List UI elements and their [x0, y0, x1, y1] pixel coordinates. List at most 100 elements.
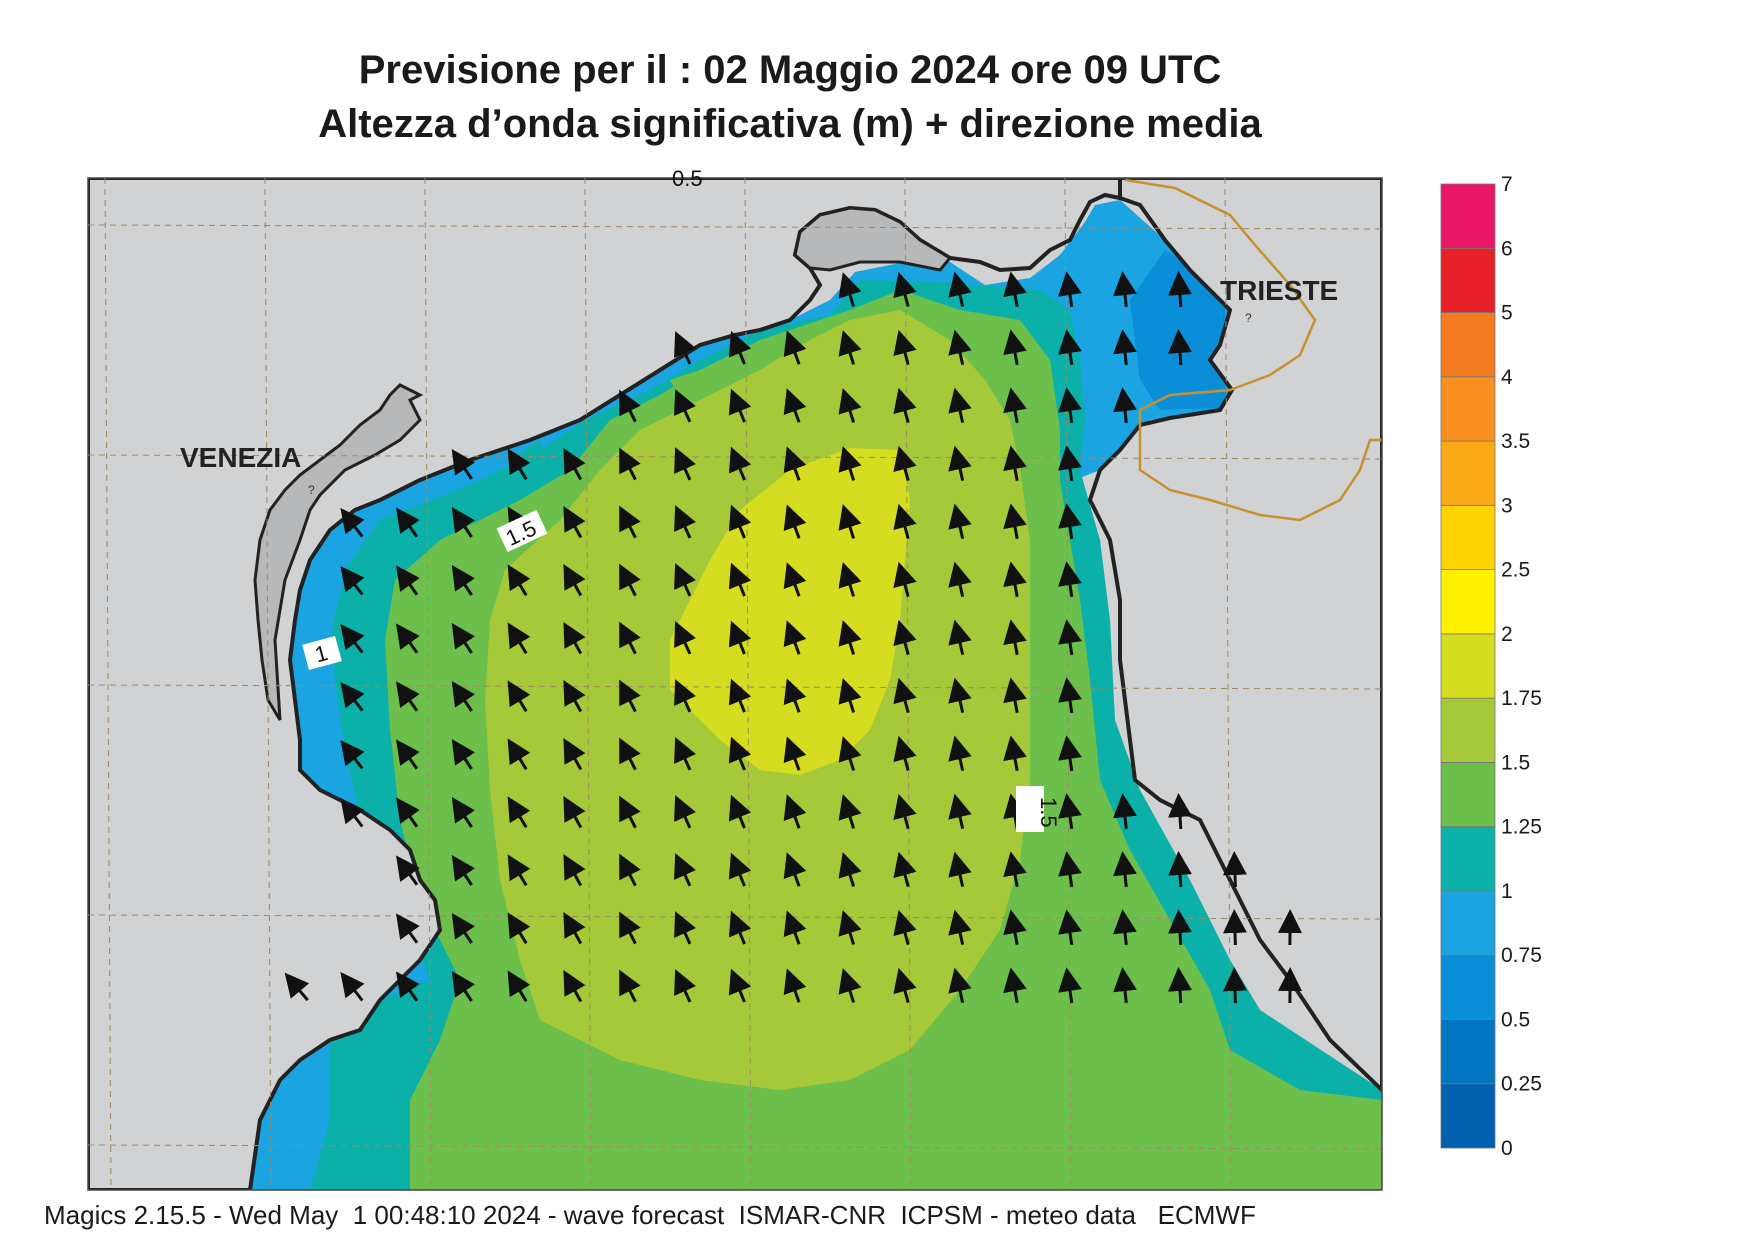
wave-arrow: [563, 621, 586, 655]
wave-arrow: [783, 736, 807, 771]
wave-arrow: [451, 448, 476, 480]
wave-arrow: [838, 504, 862, 539]
wave-arrow: [948, 561, 972, 598]
wave-arrow: [451, 970, 476, 1002]
wave-arrow: [838, 736, 862, 771]
legend-level-label: 0: [1501, 1137, 1513, 1160]
wave-arrow: [728, 330, 752, 365]
graticule-meridian: [1224, 177, 1232, 1191]
wave-arrow: [783, 388, 807, 423]
wave-arrow: [1223, 967, 1247, 1004]
wave-arrow: [619, 911, 641, 945]
wave-arrow: [451, 854, 476, 886]
wave-arrow: [674, 737, 696, 771]
wave-arrow: [893, 271, 917, 307]
wave-arrow: [507, 448, 531, 481]
wave-arrow: [674, 621, 696, 655]
wave-arrow: [674, 853, 696, 887]
wave-arrow: [507, 564, 531, 597]
wave-arrow: [619, 969, 641, 1003]
wave-arrow: [1058, 271, 1082, 308]
wave-arrow: [893, 967, 917, 1003]
wave-arrow: [728, 504, 752, 539]
wave-arrow: [619, 563, 641, 597]
map-frame: [87, 177, 1383, 1191]
legend-swatch: [1440, 697, 1496, 763]
graticule-parallel: [87, 454, 1383, 460]
legend-level-label: 7: [1501, 173, 1513, 196]
legend-swatch: [1440, 1083, 1496, 1149]
wave-arrow: [507, 854, 531, 887]
legend-swatch: [1440, 633, 1496, 699]
wave-arrow: [728, 620, 752, 655]
wave-arrow: [451, 738, 476, 770]
wave-arrow: [783, 620, 807, 655]
wave-arrow: [1113, 329, 1137, 366]
legend-level-label: 5: [1501, 302, 1513, 325]
svg-text:1.5: 1.5: [1036, 797, 1061, 828]
wave-arrow: [728, 910, 752, 945]
wave-arrow: [948, 793, 972, 830]
wave-arrow: [1113, 967, 1137, 1004]
wave-arrow: [1003, 271, 1027, 308]
wave-arrow: [507, 738, 531, 771]
graticule-parallel: [87, 914, 1383, 920]
legend-swatch: [1440, 890, 1496, 956]
wave-arrow: [948, 329, 972, 366]
wave-arrow: [451, 796, 476, 828]
wave-arrow: [1003, 851, 1027, 888]
wave-arrow: [728, 562, 752, 597]
color-scale-legend: 0 0.25 0.5 0.75 1 1.25 1.5 1.75 2 2.5 3 3.5 4 5 6 7: [1440, 173, 1542, 1160]
legend-swatch: [1440, 183, 1496, 249]
wave-arrow: [1003, 735, 1027, 772]
wave-arrow: [728, 794, 752, 829]
wave-arrow: [674, 795, 696, 829]
wave-arrow: [728, 446, 752, 481]
legend-swatch: [1440, 247, 1496, 313]
wave-arrow: [948, 967, 972, 1004]
wave-arrow: [948, 619, 972, 656]
city-label-trieste: TRIESTE: [1220, 275, 1338, 306]
wave-arrow: [340, 681, 365, 712]
wave-arrow: [948, 735, 972, 772]
wave-arrow: [948, 503, 972, 540]
wave-arrow: [563, 795, 586, 829]
wave-arrow: [783, 852, 807, 887]
wave-arrow: [838, 910, 862, 945]
graticule-meridian: [424, 177, 432, 1191]
wave-arrow: [1223, 909, 1247, 946]
wave-arrow: [451, 622, 476, 654]
wave-arrow: [340, 797, 365, 828]
wave-arrow: [1168, 329, 1192, 366]
graticule-parallel: [87, 224, 1383, 230]
wave-arrow: [507, 680, 531, 713]
wave-arrow: [893, 619, 917, 655]
wave-arrow: [838, 562, 862, 597]
wave-arrow: [674, 389, 696, 423]
legend-swatch: [1440, 440, 1496, 506]
legend-level-label: 2: [1501, 623, 1513, 646]
wave-arrow: [451, 506, 476, 538]
legend-swatch: [1440, 826, 1496, 892]
wave-arrow: [396, 797, 420, 828]
wave-arrow: [284, 972, 310, 1002]
wave-arrow: [783, 446, 807, 481]
wave-arrow: [948, 677, 972, 714]
wave-arrow: [1058, 677, 1082, 714]
wave-arrow: [619, 795, 641, 829]
legend-level-label: 0.75: [1501, 944, 1542, 967]
wave-arrow: [1003, 619, 1027, 656]
wave-arrow: [563, 737, 586, 771]
wave-arrow: [728, 852, 752, 887]
contour-label-1-west: 1: [302, 636, 342, 670]
legend-level-label: 6: [1501, 237, 1513, 260]
wave-arrow: [451, 912, 476, 944]
wave-arrow: [340, 739, 365, 770]
contour-label-1.5-east: 1.5: [1016, 786, 1061, 832]
wave-arrow: [396, 855, 420, 886]
wave-direction-arrows: [284, 271, 1302, 1004]
wave-arrow: [728, 388, 752, 423]
wave-arrow: [507, 796, 531, 829]
wave-arrow: [1168, 909, 1192, 946]
wave-arrow: [396, 971, 420, 1002]
